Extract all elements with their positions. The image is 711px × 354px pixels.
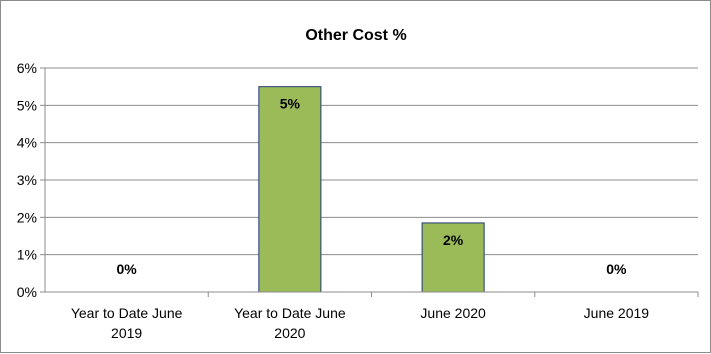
y-tick-label: 6% bbox=[17, 60, 37, 76]
x-category-label: 2019 bbox=[111, 325, 142, 341]
y-tick-label: 0% bbox=[17, 284, 37, 300]
x-category-label: June 2019 bbox=[584, 305, 650, 321]
y-tick-label: 4% bbox=[17, 135, 37, 151]
y-tick-label: 5% bbox=[17, 97, 37, 113]
chart-title: Other Cost % bbox=[305, 27, 406, 44]
data-label: 0% bbox=[606, 261, 627, 277]
x-category-label: 2020 bbox=[274, 325, 305, 341]
data-label: 5% bbox=[280, 96, 301, 112]
axes bbox=[40, 67, 699, 297]
data-label: 2% bbox=[443, 232, 464, 248]
data-label: 0% bbox=[117, 261, 138, 277]
x-axis-categories: Year to Date June 2019 Year to Date June 20… bbox=[71, 305, 649, 341]
y-axis-ticks: 0% 1% 2% 3% 4% 5% 6% bbox=[17, 60, 37, 300]
bar bbox=[258, 86, 322, 293]
y-tick-label: 2% bbox=[17, 209, 37, 225]
gridlines bbox=[45, 67, 698, 256]
y-tick-label: 3% bbox=[17, 172, 37, 188]
x-category-label: Year to Date June bbox=[71, 305, 183, 321]
x-category-label: June 2020 bbox=[420, 305, 486, 321]
data-labels: 0% 5% 2% 0% bbox=[117, 96, 628, 277]
bars bbox=[258, 86, 485, 293]
y-tick-label: 1% bbox=[17, 247, 37, 263]
x-category-label: Year to Date June bbox=[234, 305, 346, 321]
